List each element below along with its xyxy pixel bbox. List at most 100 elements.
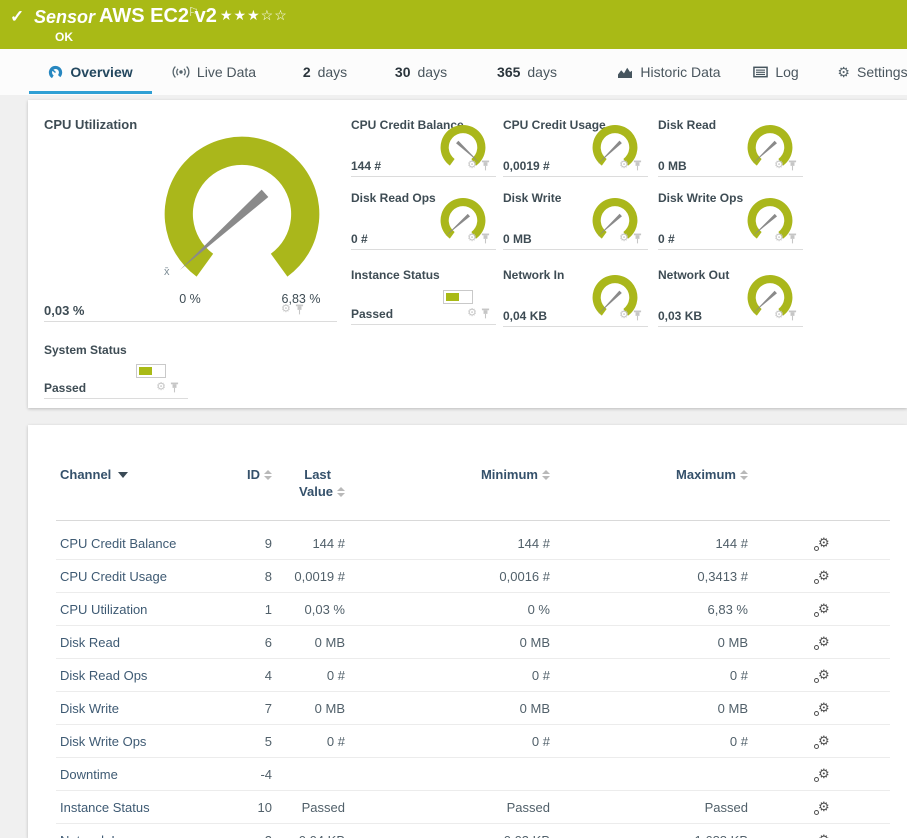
gear-icon[interactable]: ⚙ xyxy=(774,309,784,321)
channel-settings-icon[interactable]: ⚙ xyxy=(814,667,830,683)
gear-icon[interactable]: ⚙ xyxy=(774,232,784,244)
tab-label: Live Data xyxy=(196,64,257,80)
column-header-maximum[interactable]: Maximum xyxy=(550,467,748,482)
maximum-value: 6,83 % xyxy=(707,601,748,617)
tab-live-data[interactable]: Live Data xyxy=(168,49,260,95)
column-header-channel[interactable]: Channel xyxy=(60,467,235,482)
maximum-value: Passed xyxy=(704,799,748,815)
gauge-actions: ⚙ xyxy=(467,308,490,319)
pin-icon[interactable] xyxy=(481,233,490,244)
maximum-value: 0 MB xyxy=(717,634,748,650)
tab-settings[interactable]: ⚙ Settings xyxy=(837,49,907,95)
channel-settings-icon[interactable]: ⚙ xyxy=(814,568,830,584)
pin-icon[interactable] xyxy=(788,233,797,244)
channel-settings-icon[interactable]: ⚙ xyxy=(814,700,830,716)
table-row-cpu-utilization[interactable]: CPU Utilization 1 0,03 % 0 % 6,83 % ⚙ xyxy=(56,593,890,626)
column-label: ID xyxy=(247,467,260,482)
channel-table-panel: Channel ID Last Value Minimum xyxy=(28,425,907,838)
channel-settings-icon[interactable]: ⚙ xyxy=(814,535,830,551)
channel-name: CPU Utilization xyxy=(60,601,148,617)
gauge-value: 0,0019 # xyxy=(503,159,550,173)
pin-icon[interactable] xyxy=(170,382,179,393)
channel-settings-icon[interactable]: ⚙ xyxy=(814,634,830,650)
table-row-disk-write-ops[interactable]: Disk Write Ops 5 0 # 0 # 0 # ⚙ xyxy=(56,725,890,758)
pin-icon[interactable] xyxy=(481,308,490,319)
last-value: 0,0019 # xyxy=(294,568,345,584)
gear-icon[interactable]: ⚙ xyxy=(774,159,784,171)
sort-icon xyxy=(740,469,748,480)
pin-icon[interactable] xyxy=(788,160,797,171)
column-label: Last xyxy=(304,467,331,482)
divider xyxy=(658,249,803,250)
gear-icon[interactable]: ⚙ xyxy=(467,159,477,171)
pin-icon[interactable] xyxy=(633,160,642,171)
gauge-actions: ⚙ xyxy=(467,233,490,244)
gauge-actions: ⚙ xyxy=(774,310,797,321)
gauge-actions: ⚙ xyxy=(619,310,642,321)
gauge-label: Disk Write Ops xyxy=(658,191,744,205)
pin-icon[interactable] xyxy=(295,304,304,315)
gauge-cell-instance-status: Instance Status Passed ⚙ xyxy=(351,268,498,332)
tab-overview[interactable]: Overview xyxy=(29,49,152,95)
gauge-value: Passed xyxy=(351,307,394,321)
priority-stars[interactable]: ★★★☆☆ xyxy=(220,7,288,23)
table-row-cpu-credit-balance[interactable]: CPU Credit Balance 9 144 # 144 # 144 # ⚙ xyxy=(56,527,890,560)
tab-30-days[interactable]: 30 days xyxy=(388,49,454,95)
gauge-arc xyxy=(440,197,486,239)
gear-icon[interactable]: ⚙ xyxy=(467,232,477,244)
divider xyxy=(503,176,648,177)
table-row-disk-read-ops[interactable]: Disk Read Ops 4 0 # 0 # 0 # ⚙ xyxy=(56,659,890,692)
maximum-value: 0,3413 # xyxy=(697,568,748,584)
maximum-value: 0 # xyxy=(729,733,748,749)
table-row-downtime[interactable]: Downtime -4 ⚙ xyxy=(56,758,890,791)
status-indicator xyxy=(443,290,473,304)
pin-icon[interactable] xyxy=(633,310,642,321)
gauge-cell-cpu-credit-balance: CPU Credit Balance 144 # ⚙ xyxy=(351,118,498,182)
gear-icon[interactable]: ⚙ xyxy=(281,303,291,315)
column-header-last-value[interactable]: Last Value xyxy=(272,467,345,499)
tab-2-days[interactable]: 2 days xyxy=(295,49,355,95)
gauge-value: 0,04 KB xyxy=(503,309,548,323)
gear-icon[interactable]: ⚙ xyxy=(619,159,629,171)
column-label: Maximum xyxy=(676,467,736,482)
flag-icon[interactable]: ⚐ xyxy=(188,5,199,19)
column-header-id[interactable]: ID xyxy=(235,467,272,482)
tab-log[interactable]: Log xyxy=(745,49,807,95)
tab-365-days[interactable]: 365 days xyxy=(490,49,564,95)
gear-icon[interactable]: ⚙ xyxy=(467,307,477,319)
gauge-arc xyxy=(747,274,793,316)
gauge-value: 0 MB xyxy=(658,159,687,173)
divider xyxy=(44,398,188,399)
channel-settings-icon[interactable]: ⚙ xyxy=(814,799,830,815)
gauge-cell-system-status: System Status Passed ⚙ xyxy=(44,343,191,403)
last-value: 0,04 KB xyxy=(272,833,345,838)
gear-icon[interactable]: ⚙ xyxy=(619,309,629,321)
channel-settings-icon[interactable]: ⚙ xyxy=(818,832,830,838)
gauge-label: Instance Status xyxy=(351,268,440,282)
table-row-network-in[interactable]: Network In 2 0,04 KB 0,03 KB 1.688 KB ⚙ xyxy=(56,824,890,838)
channel-settings-icon[interactable]: ⚙ xyxy=(814,733,830,749)
pin-icon[interactable] xyxy=(481,160,490,171)
table-row-disk-write[interactable]: Disk Write 7 0 MB 0 MB 0 MB ⚙ xyxy=(56,692,890,725)
table-row-instance-status[interactable]: Instance Status 10 Passed Passed Passed … xyxy=(56,791,890,824)
gear-icon[interactable]: ⚙ xyxy=(619,232,629,244)
pin-icon[interactable] xyxy=(633,233,642,244)
maximum-value: 144 # xyxy=(715,535,748,551)
tab-historic-data[interactable]: Historic Data xyxy=(615,49,723,95)
column-header-minimum[interactable]: Minimum xyxy=(345,467,550,482)
table-row-cpu-credit-usage[interactable]: CPU Credit Usage 8 0,0019 # 0,0016 # 0,3… xyxy=(56,560,890,593)
channel-settings-icon[interactable]: ⚙ xyxy=(814,766,830,782)
channel-settings-icon[interactable]: ⚙ xyxy=(814,601,830,617)
minimum-value: 0 MB xyxy=(519,700,550,716)
gauge-actions: ⚙ xyxy=(774,233,797,244)
divider xyxy=(503,249,648,250)
minimum-value: 144 # xyxy=(517,535,550,551)
channel-table: Channel ID Last Value Minimum xyxy=(56,425,890,838)
minimum-value: 0 # xyxy=(531,733,550,749)
channel-id: 8 xyxy=(264,568,272,584)
gear-icon[interactable]: ⚙ xyxy=(156,381,166,393)
pin-icon[interactable] xyxy=(788,310,797,321)
table-row-disk-read[interactable]: Disk Read 6 0 MB 0 MB 0 MB ⚙ xyxy=(56,626,890,659)
historic-data-icon xyxy=(617,66,633,79)
